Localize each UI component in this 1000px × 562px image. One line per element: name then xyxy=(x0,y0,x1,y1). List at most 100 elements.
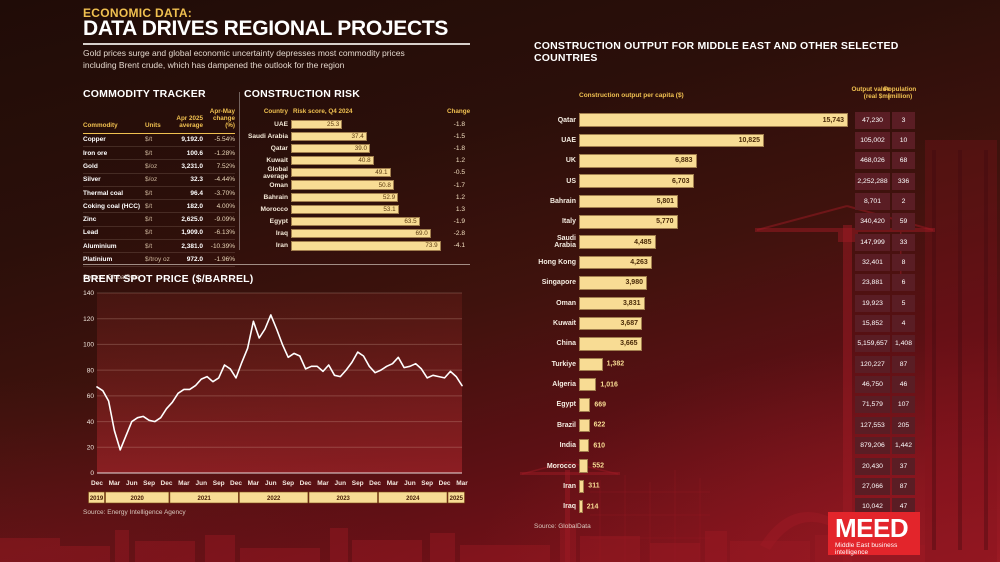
bar-track: 73.9 xyxy=(291,241,445,251)
svg-text:40: 40 xyxy=(87,419,95,426)
bar-value-label: 610 xyxy=(593,442,606,450)
meed-logo: MEED Middle East business intelligence xyxy=(828,512,920,556)
svg-text:Sep: Sep xyxy=(282,480,294,487)
risk-chart-header: Country Risk score, Q4 2024 Change xyxy=(244,108,470,115)
bar-row: Saudi Arabia 4,485 147,999 33 xyxy=(534,232,917,252)
bar-track: 52.9 xyxy=(291,192,445,202)
brent-line-chart: 0 20 40 60 80 100 120 140 Dec Mar Jun Sep Dec Mar Jun S… xyxy=(83,290,468,504)
bar-row: UAE 10,825 105,002 10 xyxy=(534,130,917,150)
table-cell: 972.0 xyxy=(186,256,203,264)
bar-row: UK 6,883 468,026 68 xyxy=(534,151,917,171)
output-value-cell: 10,042 xyxy=(855,498,890,516)
output-value-cell: 15,852 xyxy=(855,315,890,333)
commodity-table-header: Commodity Units Apr 2025 average Apr-May… xyxy=(83,108,235,134)
bar: 3,665 xyxy=(579,337,642,351)
bar-value-label: 40.8 xyxy=(358,157,371,165)
brent-chart-title: BRENT SPOT PRICE ($/BARREL) xyxy=(83,273,254,285)
bar-row-label: Morocco xyxy=(260,205,288,213)
bar-value-label: 214 xyxy=(586,503,599,511)
table-cell: -1.28% xyxy=(214,149,235,157)
bar-value-label: 6,703 xyxy=(671,177,690,185)
commodity-table-body: Copper $/t 9,192.0 -5.54% Iron ore $/t 100.6 -1… xyxy=(83,134,235,267)
bar-row-label: Italy xyxy=(561,218,576,226)
bar-value-label: 5,801 xyxy=(656,198,675,206)
bar-row-label: Iran xyxy=(563,482,576,490)
output-value-cell: 468,026 xyxy=(855,152,890,170)
bar-row: Morocco 53.1 1.3 xyxy=(244,203,467,215)
bar-value-label: 10,825 xyxy=(738,137,760,145)
table-cell: $/t xyxy=(145,229,153,237)
svg-text:Dec: Dec xyxy=(439,480,451,487)
bar-row-label: Iraq xyxy=(275,230,288,238)
bar-track: 214 xyxy=(579,499,850,514)
svg-text:Jun: Jun xyxy=(126,480,138,487)
bar-track: 1,016 xyxy=(579,377,850,392)
risk-col-country: Country xyxy=(263,108,288,115)
output-col-population: Population (million) xyxy=(883,86,917,101)
bar-row: Oman 3,831 19,923 5 xyxy=(534,293,917,313)
bar-track: 311 xyxy=(579,479,850,494)
bar-value-label: 4,263 xyxy=(630,259,648,267)
output-value-cell: 120,227 xyxy=(855,355,890,373)
output-value-cell: 20,430 xyxy=(855,457,890,475)
bar-row-label: UAE xyxy=(274,120,288,128)
table-cell: 182.0 xyxy=(186,202,203,210)
col-apr-average: Apr 2025 average xyxy=(176,115,203,130)
bar-row-label: Brazil xyxy=(556,421,576,429)
table-cell: $/t xyxy=(145,202,153,210)
bar-row-label: Qatar xyxy=(557,116,576,124)
output-col-value: Output value (real $m) xyxy=(851,86,890,101)
bar-row: Algeria 1,016 46,750 46 xyxy=(534,374,917,394)
bar: 25.3 xyxy=(291,119,343,129)
bar-value-label: 39.0 xyxy=(354,144,367,152)
table-cell: 1,909.0 xyxy=(181,229,203,237)
bar-row-label: Iran xyxy=(275,242,288,250)
section-divider xyxy=(239,92,240,250)
svg-text:2025: 2025 xyxy=(450,496,464,502)
col-change: Apr-May change (%) xyxy=(209,108,235,130)
bar-row-label: Iraq xyxy=(563,503,576,511)
table-cell: -10.39% xyxy=(210,242,235,250)
bar-value-label: 25.3 xyxy=(327,120,340,128)
bar-value-label: 3,687 xyxy=(620,320,638,328)
svg-text:Mar: Mar xyxy=(317,480,329,487)
construction-risk-title: CONSTRUCTION RISK xyxy=(244,88,360,100)
construction-output-section: CONSTRUCTION OUTPUT FOR MIDDLE EAST AND … xyxy=(534,40,917,530)
bar-row-label: Qatar xyxy=(270,144,288,152)
table-row: Gold $/oz 3,231.0 7.52% xyxy=(83,160,235,174)
bar: 50.8 xyxy=(291,180,394,190)
svg-text:0: 0 xyxy=(90,470,94,477)
svg-text:Dec: Dec xyxy=(230,480,242,487)
bar-row-label: Bahrain xyxy=(263,193,288,201)
bar-track: 15,743 xyxy=(579,113,850,127)
output-source: Source: GlobalData xyxy=(534,522,591,530)
bar-row-label: Algeria xyxy=(552,381,576,389)
table-cell: 9,192.0 xyxy=(181,136,203,144)
svg-text:Mar: Mar xyxy=(109,480,121,487)
table-cell: Thermal coal xyxy=(83,189,124,197)
population-cell: 46 xyxy=(892,376,915,394)
bar xyxy=(579,357,603,372)
bar-track: 69.0 xyxy=(291,229,445,239)
population-cell: 336 xyxy=(892,172,915,190)
page-title: DATA DRIVES REGIONAL PROJECTS xyxy=(83,17,449,40)
svg-text:Mar: Mar xyxy=(248,480,260,487)
bar-row-label: Egypt xyxy=(269,218,288,226)
bar-row-label: Kuwait xyxy=(266,157,288,165)
change-value: -1.8 xyxy=(453,144,465,152)
table-cell: $/oz xyxy=(145,176,158,184)
bar-track: 3,687 xyxy=(579,316,850,331)
bar-row: UAE 25.3 -1.8 xyxy=(244,118,467,130)
bar-value-label: 73.9 xyxy=(425,242,438,250)
change-value: -2.8 xyxy=(453,230,465,238)
svg-text:Mar: Mar xyxy=(456,480,468,487)
population-cell: 6 xyxy=(892,274,915,292)
bar-value-label: 3,831 xyxy=(622,299,641,307)
bar: 5,770 xyxy=(579,215,678,229)
population-cell: 68 xyxy=(892,152,915,170)
svg-text:20: 20 xyxy=(87,444,95,451)
bar xyxy=(579,377,597,392)
table-row: Silver $/oz 32.3 -4.44% xyxy=(83,174,235,187)
bar-value-label: 311 xyxy=(588,482,600,490)
